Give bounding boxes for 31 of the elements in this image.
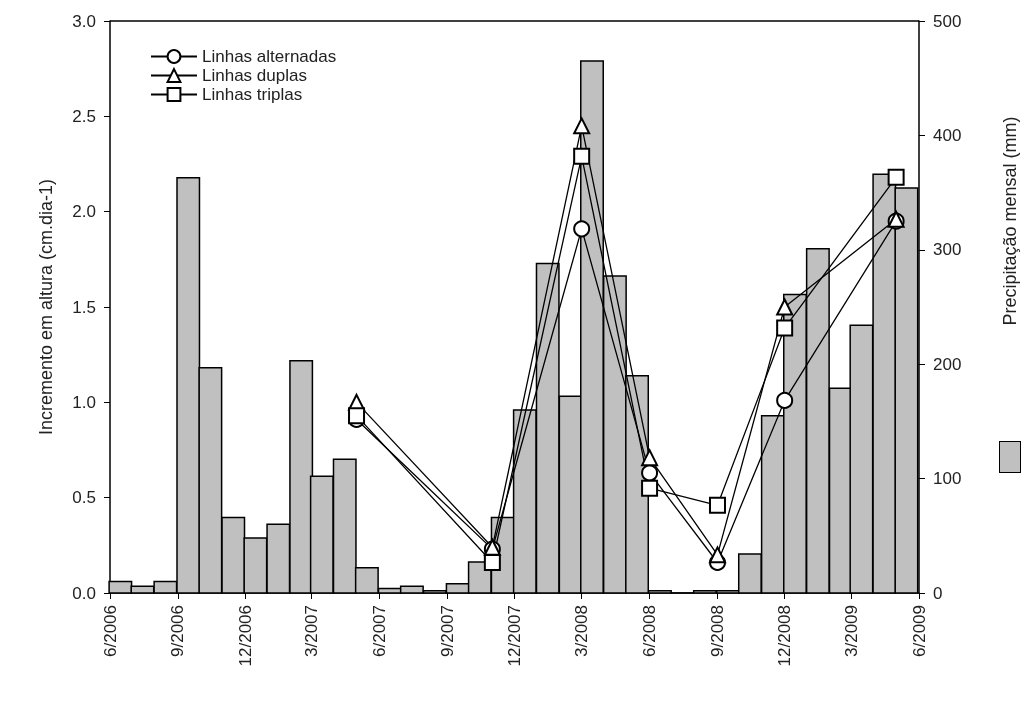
y-tick-label: 1.5 [72, 297, 96, 317]
y2-tick-label: 500 [933, 11, 962, 31]
x-tick-label: 9/2007 [437, 605, 457, 657]
x-tick-label: 9/2006 [168, 605, 188, 657]
x-tick-label: 6/2008 [640, 605, 660, 657]
y-axis-title: Incremento em altura (cm.dia-1) [36, 178, 56, 436]
x-tick-label: 3/2007 [302, 605, 322, 657]
y2-axis-title: Precipitação mensal (mm) [1000, 116, 1020, 326]
x-tick-label: 9/2008 [707, 605, 727, 657]
legend-label: Linhas triplas [202, 85, 303, 104]
x-tick-label: 12/2007 [505, 605, 524, 667]
y2-tick-label: 300 [933, 240, 962, 260]
y-tick-label: 2.0 [72, 202, 96, 222]
x-tick-label: 6/2006 [100, 605, 120, 657]
y-tick-label: 3.0 [72, 11, 96, 31]
legend-label: Linhas duplas [202, 66, 307, 85]
y2-tick-label: 0 [933, 583, 943, 603]
x-tick-label: 6/2009 [909, 605, 929, 657]
y-tick-label: 0.0 [72, 583, 96, 603]
x-tick-label: 3/2008 [572, 605, 592, 657]
x-tick-label: 12/2008 [775, 605, 795, 667]
y-tick-label: 1.0 [72, 392, 96, 412]
legend-label: Linhas alternadas [202, 47, 337, 66]
y2-tick-label: 100 [933, 469, 962, 489]
y-tick-label: 2.5 [72, 106, 96, 126]
x-tick-label: 12/2006 [235, 605, 255, 667]
x-tick-label: 6/2007 [369, 605, 389, 657]
y2-tick-label: 200 [933, 354, 962, 374]
x-tick-label: 3/2009 [841, 605, 861, 657]
y2-tick-label: 400 [933, 125, 962, 145]
y-tick-label: 0.5 [72, 488, 96, 508]
